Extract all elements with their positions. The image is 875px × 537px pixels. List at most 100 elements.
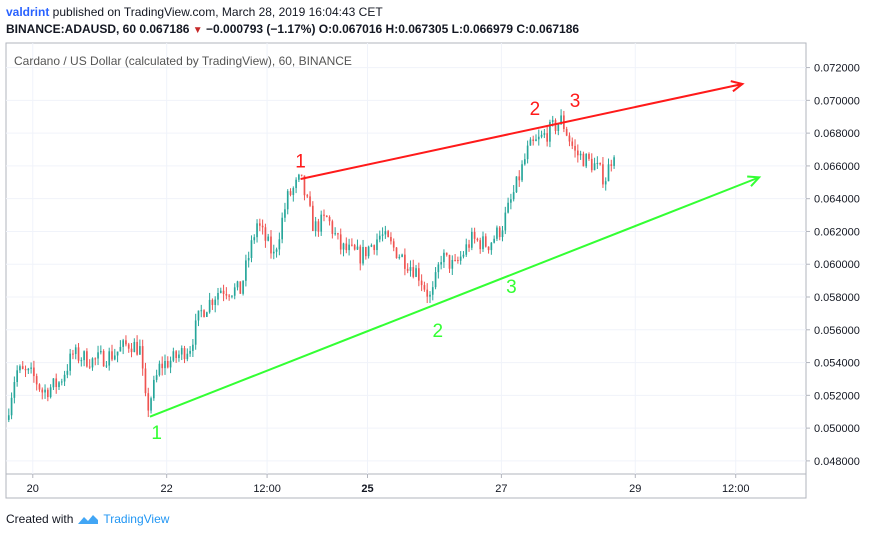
candle-body xyxy=(35,376,38,385)
candle-body xyxy=(270,236,272,254)
candle-body xyxy=(364,247,367,257)
candle-body xyxy=(504,212,507,231)
candle-body xyxy=(55,378,58,388)
candle-body xyxy=(392,241,395,248)
candle-body xyxy=(49,387,52,398)
candle-body xyxy=(192,344,194,351)
candle-body xyxy=(448,254,451,269)
resistance-trendline[interactable] xyxy=(300,82,743,180)
candle-body xyxy=(136,341,138,355)
candle-body xyxy=(437,264,440,273)
candle-body xyxy=(576,150,579,156)
candle-body xyxy=(423,285,426,290)
candle-body xyxy=(127,344,130,349)
trendlines[interactable] xyxy=(149,80,762,418)
y-tick-label: 0.070000 xyxy=(814,95,860,107)
candle-body xyxy=(345,243,348,251)
candle-body xyxy=(496,227,498,239)
candle-body xyxy=(253,237,256,241)
y-tick-label: 0.072000 xyxy=(814,63,860,75)
candle-body xyxy=(7,415,10,420)
candle-body xyxy=(331,221,334,234)
candle-body xyxy=(526,145,529,160)
candle-body xyxy=(158,363,161,376)
candle-body xyxy=(320,214,323,232)
candle-body xyxy=(217,292,219,300)
candle-body xyxy=(328,217,331,222)
candle-body xyxy=(585,153,588,167)
candle-body xyxy=(164,360,166,369)
candle-body xyxy=(225,293,228,296)
tradingview-logo-icon xyxy=(78,515,99,524)
candle-body xyxy=(543,133,546,135)
down-triangle-icon: ▼ xyxy=(192,25,203,36)
resistance-point-label: 1 xyxy=(295,152,306,173)
candle-body xyxy=(523,159,526,165)
symbol-label: BINANCE:ADAUSD, 60 xyxy=(6,22,137,36)
candle-body xyxy=(178,354,180,359)
candle-body xyxy=(420,280,423,286)
price-axis[interactable]: 0.048000 0.050000 0.052000 0.054000 0.056000… xyxy=(806,63,860,468)
candle-body xyxy=(549,121,551,142)
candle-body xyxy=(144,368,147,394)
candle-body xyxy=(102,351,105,367)
candle-body xyxy=(169,360,172,368)
candle-body xyxy=(470,231,473,248)
candle-body xyxy=(286,191,289,210)
last-price: 0.067186 xyxy=(139,22,190,36)
candle-body xyxy=(387,231,389,237)
candle-body xyxy=(434,272,437,288)
candle-body xyxy=(153,379,155,399)
candle-body xyxy=(83,351,85,361)
candle-body xyxy=(289,191,292,195)
candle-body xyxy=(295,179,297,189)
candle-body xyxy=(440,262,442,265)
candle-body xyxy=(479,240,482,250)
candle-body xyxy=(351,244,353,246)
candle-body xyxy=(401,254,403,257)
candle-body xyxy=(468,244,470,248)
author-name[interactable]: valdrint xyxy=(6,5,50,19)
candle-body xyxy=(97,352,99,359)
open-value: 0.067016 xyxy=(332,22,383,36)
candle-body xyxy=(47,389,49,398)
candle-body xyxy=(250,240,253,258)
tradingview-brand[interactable]: TradingView xyxy=(103,512,170,526)
candle-body xyxy=(462,254,465,257)
candle-body xyxy=(551,120,554,122)
candle-body xyxy=(501,230,504,238)
support-point-label: 2 xyxy=(433,321,444,342)
support-arrowhead xyxy=(747,175,762,187)
candle-body xyxy=(13,382,16,398)
candle-body xyxy=(166,360,169,368)
candle-body xyxy=(476,238,479,241)
candle-body xyxy=(298,174,300,180)
candle-body xyxy=(404,254,406,269)
candle-body xyxy=(10,397,13,416)
candle-body xyxy=(521,164,523,181)
candle-body xyxy=(141,346,144,369)
support-trendline[interactable] xyxy=(149,176,760,418)
candle-body xyxy=(150,398,152,411)
candle-body xyxy=(342,243,345,250)
candle-body xyxy=(373,245,376,251)
open-label: O: xyxy=(318,22,333,36)
annotations: 1 2 3 1 2 3 xyxy=(151,91,580,444)
candle-body xyxy=(362,247,364,264)
ohlc-line: BINANCE:ADAUSD, 60 0.067186 ▼ −0.000793 … xyxy=(6,22,579,36)
candle-body xyxy=(105,365,108,367)
time-axis[interactable]: 20 22 12:00 25 27 29 12:00 xyxy=(27,474,750,495)
candle-body xyxy=(490,242,493,251)
candle-body xyxy=(607,164,610,182)
candle-body xyxy=(275,249,278,252)
low-label: L: xyxy=(451,22,463,36)
candle-body xyxy=(208,299,211,313)
candle-body xyxy=(602,164,604,185)
candle-body xyxy=(19,366,21,371)
candle-body xyxy=(579,153,582,156)
candle-body xyxy=(596,162,599,164)
candle-body xyxy=(256,223,258,238)
candle-body xyxy=(264,227,267,241)
candle-body xyxy=(395,247,398,259)
